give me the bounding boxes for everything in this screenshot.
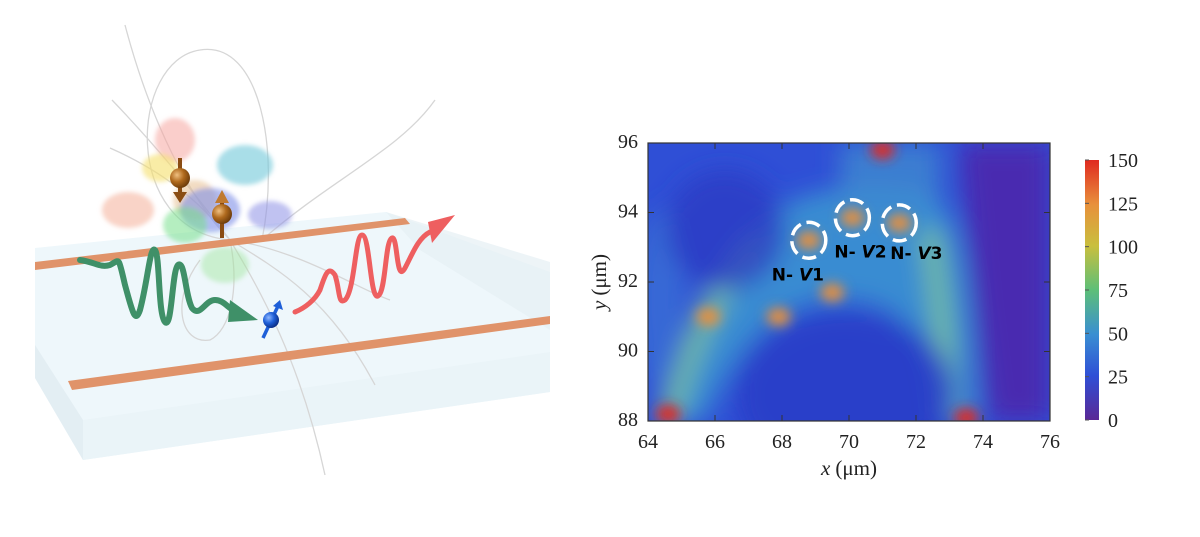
y-tick-label: 92 [618,270,638,292]
green-excitation-wave [77,246,258,326]
hotspot [887,213,912,232]
nv-marker-circle [790,220,828,261]
y-tick-label: 96 [618,131,638,153]
spin-down-icon [170,158,190,203]
x-tick-label: 70 [839,431,859,453]
electron-spin-pair [170,158,232,238]
y-ticks: 88 90 92 94 96 [618,131,1050,431]
x-axis-var: x [820,456,831,480]
nv-label-prefix: N- [834,243,861,263]
nv-label: N- V2 [834,243,886,263]
y-axis-unit: (μm) [587,254,611,296]
nv-label-prefix: N- [772,265,799,285]
hotspot [954,408,979,421]
nv-label: N- V3 [890,244,942,264]
colorbar-ticks: 150 125 100 75 50 25 0 [1085,150,1138,432]
colorbar-tick-label: 50 [1108,323,1128,345]
arrow-head-icon [428,215,455,243]
colorbar-tick-label: 100 [1108,237,1138,259]
y-axis-var: y [587,300,611,312]
hotspot [796,231,821,250]
x-axis-label: x (μm) [820,456,877,480]
nv-label-v: V [917,244,932,264]
hotspot [820,283,845,302]
x-axis-unit: (μm) [835,456,877,480]
colorbar-tick-label: 0 [1108,410,1118,432]
x-tick-label: 68 [772,431,792,453]
colorbar-tick-label: 75 [1108,280,1128,302]
x-tick-label: 76 [1040,431,1060,453]
nv-label-index: 3 [931,244,943,264]
y-axis-label: y (μm) [587,254,611,312]
colorbar-tick-label: 150 [1108,150,1138,172]
hotspot [696,307,721,326]
hotspot [656,405,681,421]
nv-marker-circle [880,203,918,243]
y-tick-label: 90 [618,340,638,362]
x-tick-label: 72 [906,431,926,453]
nv-label-index: 2 [875,243,887,263]
heatmap-hotspots [656,143,979,421]
x-ticks: 64 66 68 70 72 74 76 [638,143,1060,453]
nv-label-v: V [862,243,877,263]
nv-label-index: 1 [812,265,824,285]
spin-up-icon [212,190,232,238]
nv-label-v: V [799,265,814,285]
hotspot [766,307,791,326]
colorbar-gradient [1085,160,1099,420]
colorbar: 150 125 100 75 50 25 0 [1085,150,1138,432]
colorbar-tick-label: 125 [1108,193,1138,215]
diamond-substrate [35,212,550,460]
y-tick-label: 94 [618,201,638,223]
red-emission-wave [292,215,455,315]
nv-label-prefix: N- [890,244,917,264]
nv-annotations: N- V1N- V2 N- V3 [772,197,942,285]
colorbar-tick-label: 25 [1108,367,1128,389]
x-tick-label: 66 [705,431,725,453]
x-tick-label: 74 [973,431,993,453]
x-tick-label: 64 [638,431,658,453]
nv-spin-icon [261,300,283,339]
arrow-head-icon [228,300,258,322]
hotspot [840,208,865,227]
microwave-stripline [35,218,550,390]
illustration [35,24,550,476]
nv-label: N- V1 [772,265,824,285]
nv-marker-circle [833,197,872,238]
heatmap-image [648,143,1050,421]
hotspot [870,143,895,159]
y-tick-label: 88 [618,409,638,431]
